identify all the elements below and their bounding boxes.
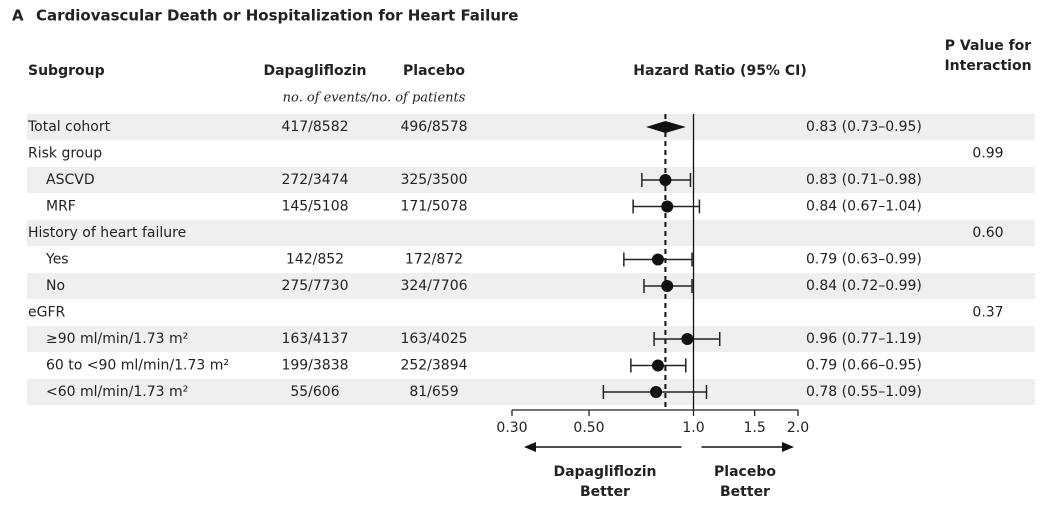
row-label: ASCVD — [46, 172, 95, 188]
x-tick-label: 1.0 — [682, 420, 704, 436]
arrow-head — [782, 442, 794, 452]
estimate-point — [661, 280, 674, 292]
hr-label: 0.83 (0.71–0.98) — [806, 172, 922, 188]
column-header: Hazard Ratio (95% CI) — [633, 63, 806, 79]
column-header: P Value for Interaction — [944, 38, 1032, 74]
dapagliflozin-count: 199/3838 — [281, 358, 348, 374]
p-header-box: P Value for Interaction — [944, 38, 1032, 74]
p-value: 0.60 — [972, 225, 1003, 241]
row-label: <60 ml/min/1.73 m² — [46, 384, 188, 400]
p-value: 0.99 — [972, 146, 1003, 162]
placebo-count: 171/5078 — [400, 199, 467, 215]
counts-note: no. of events/no. of patients — [283, 91, 466, 106]
row-label: History of heart failure — [28, 225, 186, 241]
placebo-count: 325/3500 — [400, 172, 467, 188]
placebo-count: 172/872 — [405, 252, 463, 268]
estimate-diamond — [646, 121, 686, 133]
x-tick-label: 2.0 — [787, 420, 809, 436]
estimate-point — [650, 386, 663, 398]
placebo-count: 81/659 — [409, 384, 458, 400]
row-label: ≥90 ml/min/1.73 m² — [46, 331, 188, 347]
column-header: Dapagliflozin — [263, 63, 366, 79]
estimate-point — [661, 200, 674, 213]
x-tick-label: 1.5 — [743, 420, 765, 436]
hr-label: 0.79 (0.66–0.95) — [806, 358, 922, 374]
x-tick-label: 0.30 — [496, 420, 527, 436]
row-shade — [27, 114, 1035, 140]
arrow-label: Dapagliflozin Better — [553, 464, 657, 500]
row-shade — [27, 326, 1035, 352]
row-label: Risk group — [28, 146, 102, 162]
row-shade — [27, 273, 1035, 299]
dapagliflozin-count: 417/8582 — [281, 119, 348, 135]
column-header: Placebo — [403, 63, 465, 79]
column-header: Subgroup — [28, 63, 105, 79]
row-label: Total cohort — [27, 119, 111, 135]
dapagliflozin-count: 142/852 — [286, 252, 344, 268]
hr-label: 0.79 (0.63–0.99) — [806, 252, 922, 268]
row-label: MRF — [46, 199, 76, 215]
chart-title: Cardiovascular Death or Hospitalization … — [36, 7, 518, 25]
estimate-point — [681, 333, 694, 345]
placebo-count: 163/4025 — [400, 331, 467, 347]
row-label: No — [46, 278, 65, 294]
placebo-count: 496/8578 — [400, 119, 467, 135]
hr-label: 0.84 (0.67–1.04) — [806, 199, 922, 215]
estimate-point — [651, 253, 664, 266]
row-shade — [27, 379, 1035, 405]
hr-label: 0.84 (0.72–0.99) — [806, 278, 922, 294]
arrow-label-box: Dapagliflozin Better — [553, 464, 657, 500]
dapagliflozin-count: 163/4137 — [281, 331, 348, 347]
panel-letter: A — [12, 7, 24, 25]
hr-label: 0.78 (0.55–1.09) — [806, 384, 922, 400]
hr-label: 0.83 (0.73–0.95) — [806, 119, 922, 135]
estimate-point — [651, 359, 664, 372]
dapagliflozin-count: 275/7730 — [281, 278, 348, 294]
placebo-count: 252/3894 — [400, 358, 467, 374]
arrow-label: Placebo Better — [714, 464, 776, 500]
x-tick-label: 0.50 — [573, 420, 604, 436]
row-shade — [27, 167, 1035, 193]
dapagliflozin-count: 272/3474 — [281, 172, 348, 188]
row-label: eGFR — [28, 305, 66, 321]
hr-label: 0.96 (0.77–1.19) — [806, 331, 922, 347]
p-value: 0.37 — [972, 305, 1003, 321]
dapagliflozin-count: 145/5108 — [281, 199, 348, 215]
plot-layer: Total cohort 417/8582 496/8578 0.83 (0.73–0… — [27, 114, 1035, 452]
arrow-label-box: Placebo Better — [714, 464, 776, 500]
estimate-point — [659, 174, 672, 186]
row-label: Yes — [45, 252, 69, 268]
arrow-head — [524, 442, 536, 452]
row-shade — [27, 220, 1035, 246]
placebo-count: 324/7706 — [400, 278, 467, 294]
dapagliflozin-count: 55/606 — [290, 384, 339, 400]
row-label: 60 to <90 ml/min/1.73 m² — [46, 358, 229, 374]
